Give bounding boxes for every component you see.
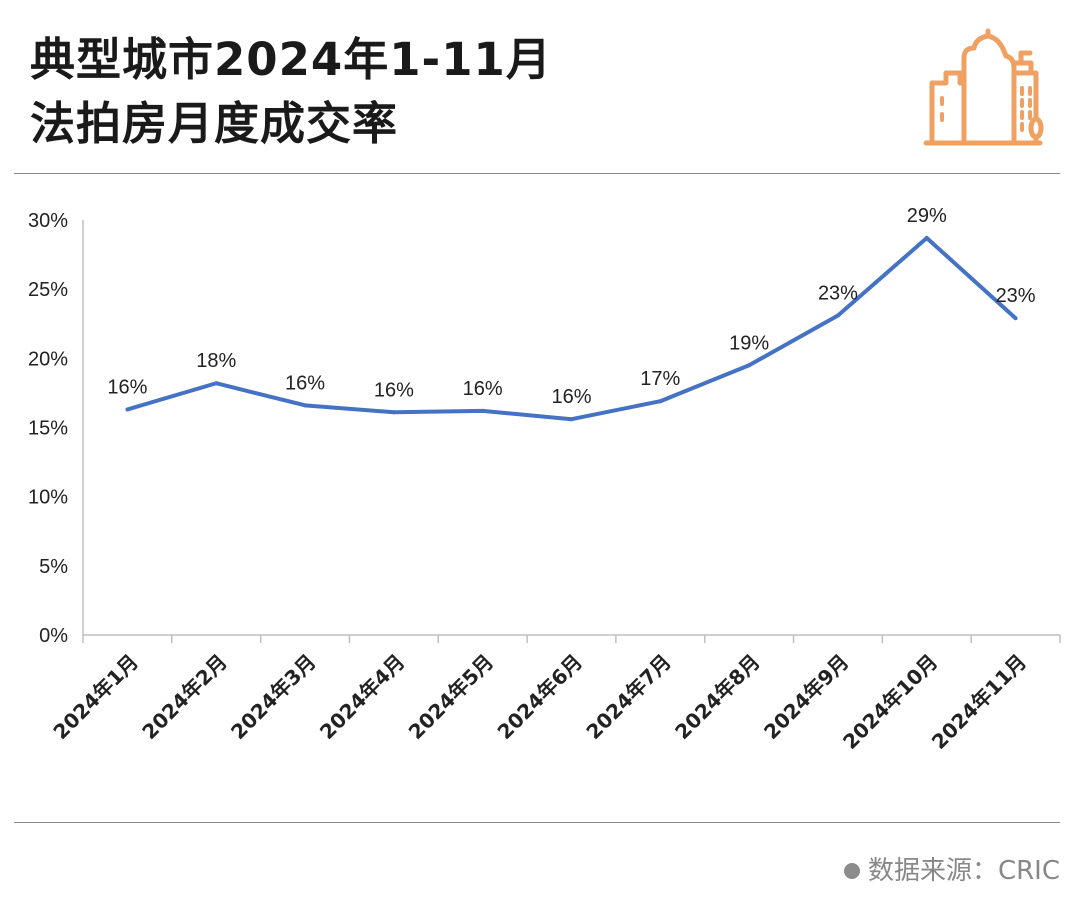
- x-tick-label: 2024年7月: [581, 650, 675, 744]
- data-point: [569, 417, 574, 422]
- x-tick-label: 2024年5月: [404, 650, 498, 744]
- source-text: 数据来源：CRIC: [867, 856, 1060, 886]
- y-tick-label: 25%: [28, 279, 68, 301]
- x-tick-label: 2024年11月: [927, 650, 1031, 754]
- data-label: 16%: [107, 377, 147, 399]
- y-tick-label: 10%: [28, 487, 68, 509]
- data-label: 16%: [374, 379, 414, 401]
- data-point: [303, 403, 308, 408]
- x-tick-label: 2024年8月: [670, 650, 764, 744]
- title-line-2: 法拍房月度成交率: [30, 97, 399, 150]
- y-tick-label: 5%: [39, 556, 68, 578]
- data-point: [391, 410, 396, 415]
- y-tick-label: 15%: [28, 418, 68, 440]
- data-point: [747, 363, 752, 368]
- data-label: 16%: [551, 386, 591, 408]
- data-point: [924, 235, 929, 240]
- x-tick-label: 2024年2月: [137, 650, 231, 744]
- data-point: [835, 313, 840, 318]
- title-line-1: 典型城市2024年1-11月: [30, 33, 552, 86]
- data-label: 16%: [285, 372, 325, 394]
- data-point: [125, 407, 130, 412]
- y-tick-label: 20%: [28, 348, 68, 370]
- bullet-icon: [843, 863, 860, 879]
- data-label: 23%: [818, 282, 858, 304]
- x-tick-label: 2024年6月: [493, 650, 587, 744]
- data-label: 23%: [996, 285, 1036, 307]
- x-tick-label: 2024年3月: [226, 650, 320, 744]
- x-tick-label: 2024年9月: [759, 650, 853, 744]
- data-point: [1013, 316, 1018, 321]
- footer-divider: [14, 822, 1060, 823]
- source-note: 数据来源：CRIC: [843, 850, 1060, 887]
- city-buildings-icon: [923, 28, 1044, 146]
- data-label: 19%: [729, 332, 769, 354]
- data-point: [480, 408, 485, 413]
- x-tick-label: 2024年4月: [315, 650, 409, 744]
- x-tick-label: 2024年10月: [838, 650, 942, 754]
- data-label: 17%: [640, 368, 680, 390]
- data-label: 16%: [463, 378, 503, 400]
- data-label: 18%: [196, 350, 236, 372]
- y-tick-label: 30%: [28, 210, 68, 232]
- data-point: [214, 381, 219, 386]
- data-point: [658, 399, 663, 404]
- data-label: 29%: [907, 205, 947, 227]
- x-tick-label: 2024年1月: [48, 650, 142, 744]
- header-divider: [14, 173, 1060, 174]
- chart-title: 典型城市2024年1-11月 法拍房月度成交率: [30, 28, 552, 156]
- y-tick-label: 0%: [39, 625, 68, 647]
